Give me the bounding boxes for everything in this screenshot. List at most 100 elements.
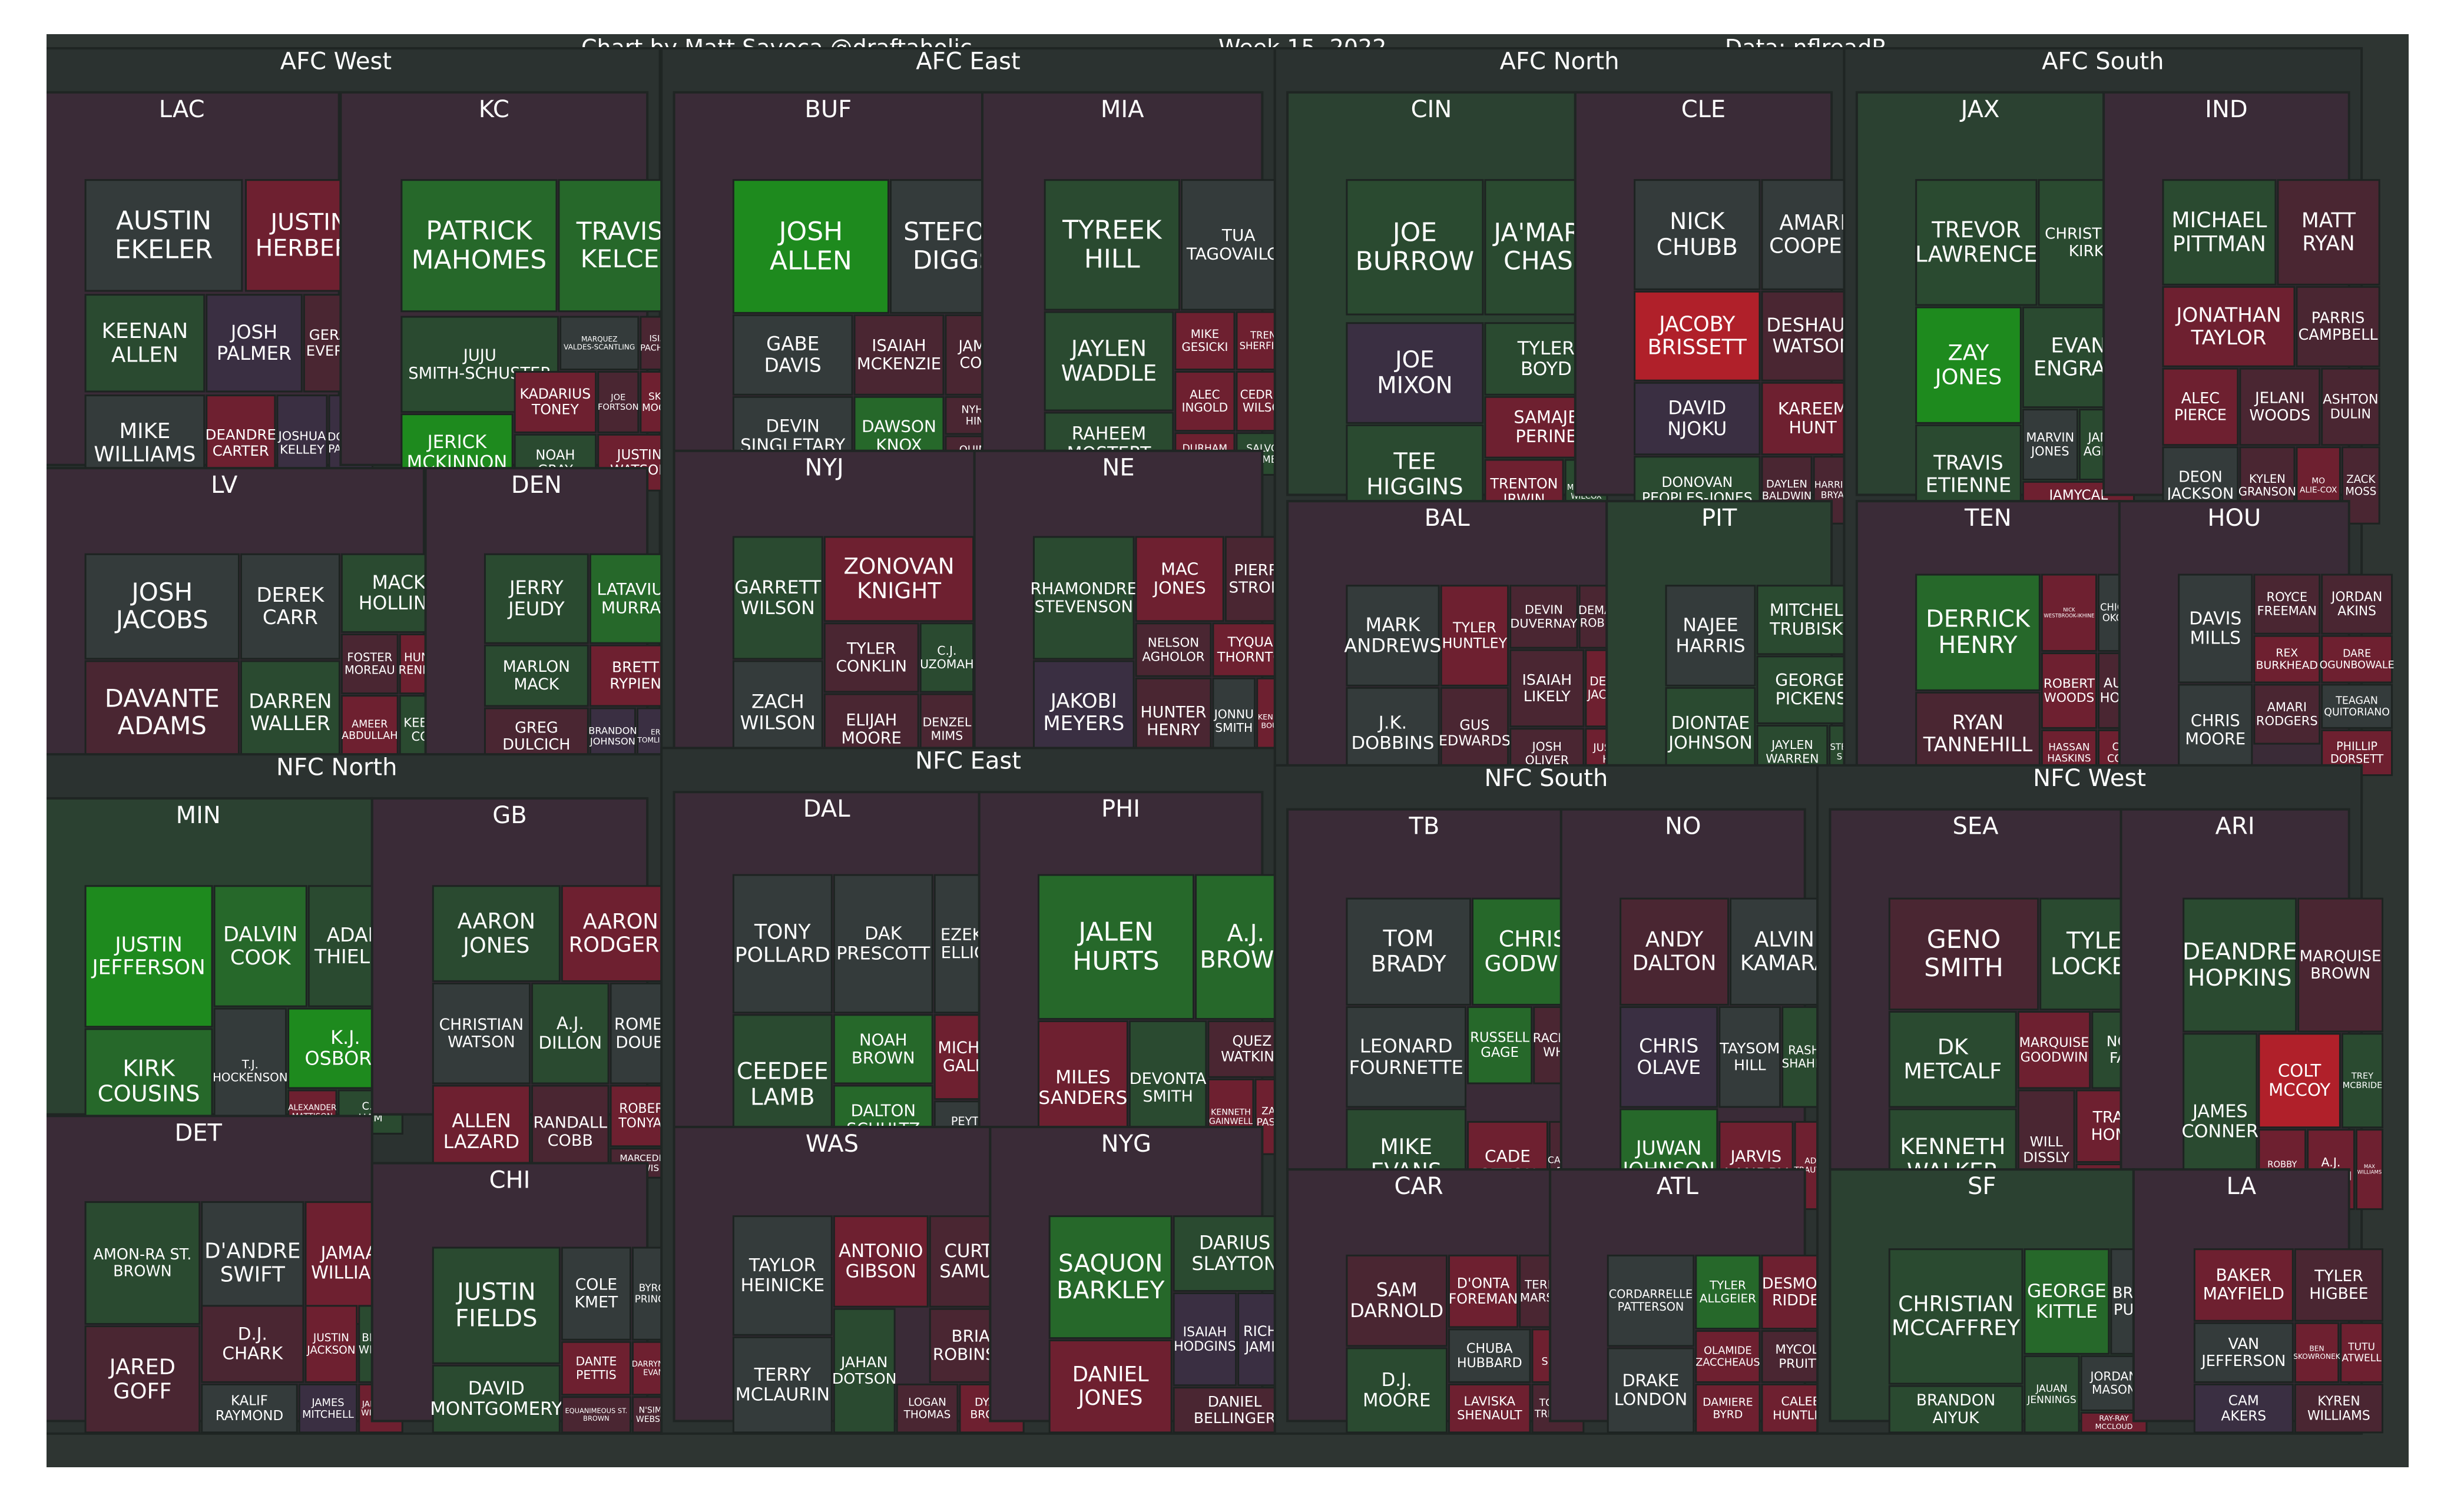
player-tile-noah-brown [833,1014,933,1085]
player-tile-nick-westbrook-ikhine [2041,573,2097,652]
team-label: BAL [1425,505,1471,532]
player-tile-sam-darnold [1346,1254,1448,1347]
player-tile-d-j-chark [201,1305,304,1383]
player-tile-teagan-quitoriano [2321,684,2393,729]
player-label: DAVANTE ADAMS [105,684,220,740]
team-label: NE [1102,455,1134,482]
player-label: D.J. CHARK [222,1324,283,1364]
team-label: LV [211,472,238,499]
player-label: JAKOBI MEYERS [1043,689,1124,735]
player-label: COLE KMET [575,1276,618,1312]
player-label: NICK CHUBB [1657,208,1738,261]
player-label: TREY MCBRIDE [2343,1071,2383,1090]
player-label: JUSTIN HERBERT [256,208,364,261]
chart-frame: Chart by Matt Savoca @draftaholic Week 1… [47,34,2409,1467]
player-tile-jordan-akins [2321,573,2393,635]
player-label: DARE OGUNBOWALE [2320,648,2395,671]
player-tile-trevor-lawrence [1915,179,2038,306]
player-label: DANIEL JONES [1072,1362,1149,1410]
player-label: GARRETT WILSON [734,577,822,619]
player-label: JUSTIN JEFFERSON [91,933,205,980]
player-tile-dalvin-cook [213,885,307,1007]
player-label: KYREN WILLIAMS [2307,1394,2370,1424]
player-label: TYLER HUNTLEY [1442,619,1508,652]
player-label: VAN JEFFERSON [2200,1335,2286,1370]
player-tile-marquez-valdes-scantling [559,316,640,371]
team-label: CLE [1681,96,1726,123]
player-label: JORDAN AKINS [2330,590,2382,619]
player-tile-darren-waller [240,660,340,765]
player-tile-cole-kmet [561,1246,631,1341]
player-tile-colt-mccoy [2258,1033,2341,1129]
player-tile-tony-pollard [732,874,833,1014]
player-label: LOGAN THOMAS [903,1397,951,1421]
player-tile-a-j-dillon [531,982,610,1085]
player-label: JALEN HURTS [1072,917,1159,976]
player-label: BEN SKOWRONEK [2293,1344,2341,1361]
player-tile-rhamondre-stevenson [1032,536,1135,660]
player-label: ROBERT WOODS [2044,677,2095,705]
player-label: JOE MIXON [1377,347,1453,399]
player-label: MITCHELL TRUBISKY [1769,600,1853,639]
player-label: TAYSOM HILL [1719,1040,1780,1073]
player-label: CHRISTIAN WATSON [439,1016,524,1052]
player-label: KYLEN GRANSON [2238,472,2296,499]
player-label: JUSTIN FIELDS [455,1278,538,1332]
player-label: TRAVIS ETIENNE [1926,452,2012,497]
player-tile-kalif-raymond [201,1383,298,1434]
team-label: ARI [2215,813,2255,840]
player-tile-george-kittle [2024,1248,2110,1355]
player-tile-cam-akers [2193,1383,2294,1434]
player-tile-alec-pierce [2162,367,2239,446]
player-label: KAREEM HUNT [1778,399,1847,437]
player-label: JAMES CONNER [2182,1101,2259,1142]
player-label: NELSON AGHOLOR [1142,635,1204,664]
player-label: JORDAN MASON [2089,1370,2138,1397]
player-tile-d-andre-swift [201,1201,304,1325]
player-label: TYLER BOYD [1517,338,1575,380]
team-label: TEN [1964,505,2012,532]
player-label: ZACH WILSON [740,691,816,734]
player-label: TERRY MCLAURIN [736,1365,830,1405]
player-label: WILL DISSLY [2023,1133,2070,1165]
player-label: TEAGAN QUITORIANO [2324,695,2390,719]
player-label: KALIF RAYMOND [216,1394,283,1424]
player-label: AMARI RODGERS [2256,700,2318,728]
team-label: ATL [1657,1173,1699,1200]
player-label: LEONARD FOURNETTE [1349,1034,1463,1078]
player-tile-robert-woods [2041,652,2097,729]
player-label: MARK ANDREWS [1344,614,1441,657]
player-label: MATT RYAN [2301,209,2356,256]
player-tile-deandre-hopkins [2183,897,2297,1033]
team-label: GB [492,802,526,829]
player-label: RAY-RAY MCCLOUD [2095,1414,2133,1431]
player-label: TUA TAGOVAILOA [1186,226,1291,263]
player-label: JARED GOFF [108,1354,175,1404]
player-tile-t-j-hockenson [213,1007,287,1135]
player-label: JERICK MCKINNON [407,432,508,473]
player-label: MARLON MACK [503,658,570,694]
player-label: SAM DARNOLD [1350,1279,1443,1322]
player-label: JELANI WOODS [2249,390,2310,425]
player-tile-jalen-hurts [1037,874,1195,1020]
player-label: GEORGE KITTLE [2027,1281,2107,1322]
player-label: GEORGE PICKENS [1775,671,1847,709]
player-tile-van-jefferson [2193,1322,2294,1383]
player-label: BRANDON JOHNSON [588,725,637,747]
team-label: DAL [803,795,850,823]
team-label: IND [2205,96,2248,123]
player-label: TREVOR LAWRENCE [1915,217,2037,267]
player-label: T.J. HOCKENSON [213,1058,287,1085]
player-label: JOE FORTSON [598,392,639,412]
player-tile-jacoby-brissett [1634,290,1761,382]
player-label: DAVID NJOKU [1667,397,1727,439]
player-label: DAYLEN BALDWIN [1762,478,1812,502]
player-tile-russell-gage [1467,1006,1533,1085]
player-tile-jared-goff [84,1325,201,1434]
player-label: DEON JACKSON [2166,467,2234,502]
player-label: QUEZ WATKINS [1221,1033,1283,1065]
player-label: ZONOVAN KNIGHT [843,553,954,604]
player-label: SAMAJE PERINE [1514,407,1578,446]
player-tile-marlon-mack [483,644,589,707]
player-tile-tutu-atwell [2340,1322,2384,1383]
